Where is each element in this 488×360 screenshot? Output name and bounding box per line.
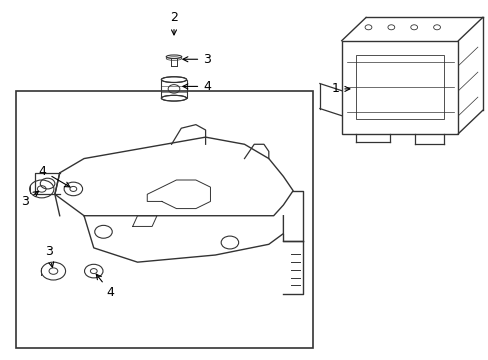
Text: 4: 4 [183, 80, 211, 93]
Text: 2: 2 [170, 11, 178, 35]
Bar [16, 91, 312, 348]
Text: 1: 1 [331, 82, 349, 95]
Bar [161, 80, 186, 98]
Text: 3: 3 [21, 191, 39, 208]
Bar [341, 41, 458, 134]
Ellipse shape [161, 77, 186, 82]
Ellipse shape [161, 95, 186, 101]
Text: 4: 4 [39, 165, 70, 187]
Bar [356, 55, 443, 119]
Text: 3: 3 [183, 53, 211, 66]
Text: 3: 3 [44, 245, 54, 267]
Text: 4: 4 [96, 274, 115, 299]
